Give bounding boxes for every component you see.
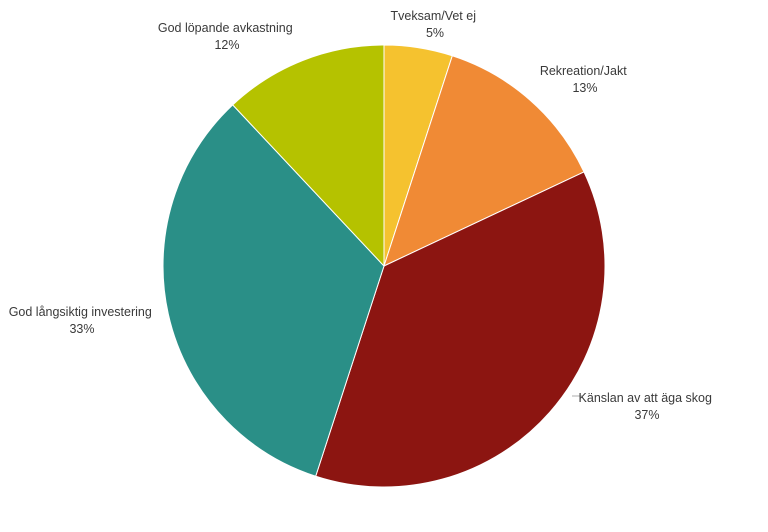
pie-slices — [162, 44, 606, 488]
data-label-percent: 13% — [572, 81, 597, 95]
data-label-rekreation: Rekreation/Jakt 13% — [540, 64, 630, 95]
data-label-percent: 33% — [69, 322, 94, 336]
data-label-lopande: God löpande avkastning 12% — [158, 21, 296, 52]
data-label-name: Rekreation/Jakt — [540, 64, 627, 78]
data-label-langsiktig: God långsiktig investering 33% — [9, 305, 156, 336]
data-label-percent: 12% — [214, 38, 239, 52]
pie-slice-lopande — [232, 44, 385, 268]
data-label-name: God långsiktig investering — [9, 305, 152, 319]
data-label-name: Känslan av att äga skog — [579, 391, 712, 405]
data-label-kanslan: Känslan av att äga skog 37% — [579, 391, 716, 422]
data-label-name: God löpande avkastning — [158, 21, 293, 35]
data-label-name: Tveksam/Vet ej — [391, 9, 476, 23]
data-label-tveksam: Tveksam/Vet ej 5% — [391, 9, 480, 40]
data-label-percent: 37% — [634, 408, 659, 422]
pie-slice-rekreation — [383, 55, 585, 267]
pie-slice-langsiktig — [162, 104, 385, 477]
pie-slice-kanslan — [315, 171, 606, 488]
data-label-percent: 5% — [426, 26, 444, 40]
